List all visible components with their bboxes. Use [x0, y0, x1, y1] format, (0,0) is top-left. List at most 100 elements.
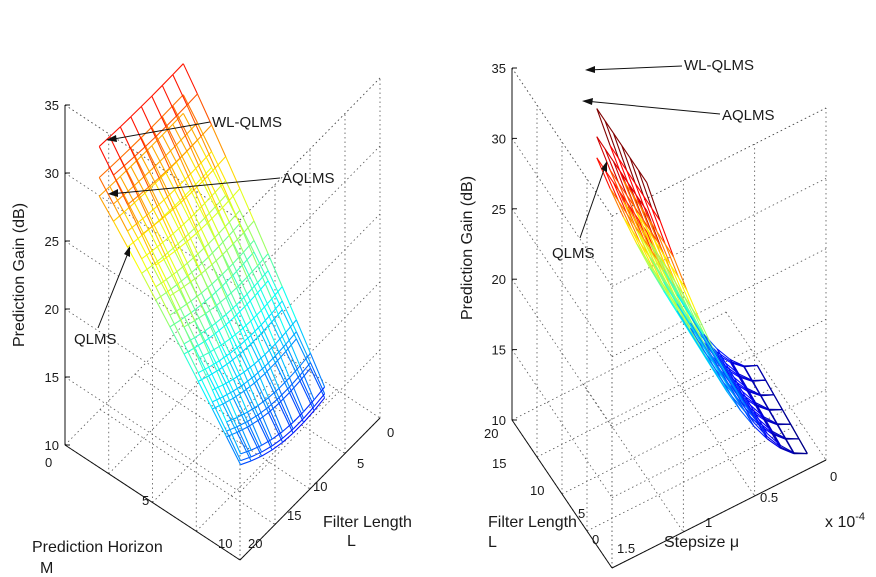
- left-wl-qlms-mesh-line: [200, 273, 217, 307]
- left-aqlms-mesh-line: [194, 330, 206, 339]
- left-wl-qlms-mesh-line: [207, 211, 220, 223]
- right-wl-qlms-mesh-line: [756, 365, 767, 381]
- right-qlms-mesh-line: [604, 169, 620, 202]
- left-aqlms-mesh-line: [190, 300, 206, 332]
- left-aqlms-mesh-line: [137, 222, 153, 252]
- right-wl-qlms-mesh-line: [760, 394, 770, 410]
- left-annotations: WL-QLMS AQLMS QLMS: [74, 114, 335, 348]
- left-qlms-mesh-line: [155, 299, 171, 328]
- left-wl-qlms-mesh-line: [253, 220, 269, 254]
- right-y-tick: 20: [484, 426, 498, 441]
- left-aqlms-mesh-line: [260, 324, 276, 357]
- left-aqlms-mesh-line: [295, 331, 311, 363]
- left-wl-qlms-mesh-line: [172, 74, 188, 106]
- right-aqlms-mesh-line: [731, 391, 741, 406]
- left-qlms-mesh-line: [211, 295, 227, 325]
- left-z-tick: 30: [45, 166, 59, 181]
- left-wl-qlms-mesh-line: [172, 199, 185, 210]
- right-qlms-mesh-line: [766, 438, 781, 449]
- left-qlms-mesh-line: [243, 391, 259, 421]
- right-aqlms-mesh-line: [763, 418, 778, 425]
- left-wl-qlms-mesh-line: [123, 165, 139, 197]
- right-qlms-mesh-line: [718, 378, 728, 393]
- left-aqlms-mesh-line: [253, 375, 269, 408]
- right-aqlms-mesh-line: [676, 303, 686, 318]
- right-aqlms-mesh-line: [723, 377, 733, 392]
- right-aqlms-mesh-line: [658, 270, 668, 285]
- right-qlms-mesh-line: [671, 303, 681, 318]
- left-wl-qlms-mesh-line: [193, 178, 206, 191]
- right-wl-qlms-mesh-line: [714, 356, 725, 372]
- left-qlms-mesh-line: [292, 422, 305, 434]
- left-wl-qlms-mesh-line: [134, 146, 146, 158]
- right-wl-qlms-mesh-line: [741, 390, 751, 406]
- right-aqlms-mesh-line: [631, 214, 641, 228]
- left-z-tick: 35: [45, 98, 59, 113]
- right-wl-qlms-mesh-line: [636, 212, 646, 227]
- right-aqlms-mesh-line: [714, 363, 725, 378]
- right-wl-qlms-mesh-line: [758, 419, 768, 434]
- left-aqlms-mesh-line: [161, 105, 174, 117]
- left-aqlms-mesh-line: [239, 210, 255, 241]
- right-aqlms-mesh-line: [683, 309, 693, 324]
- left-wl-qlms-mesh-line: [295, 319, 311, 354]
- left-qlms-mesh-line: [215, 333, 231, 363]
- right-wl-qlms-mesh-line: [604, 120, 620, 159]
- left-qlms-mesh-line: [253, 382, 269, 413]
- left-wl-qlms-mesh-line: [236, 276, 248, 289]
- right-qlms-mesh-line: [631, 229, 646, 258]
- right-z-axis-title: Prediction Gain (dB): [459, 176, 476, 320]
- left-aqlms-mesh-line: [200, 151, 212, 164]
- right-aqlms-mesh-line: [636, 230, 646, 244]
- right-wl-qlms-mesh-line: [644, 225, 655, 240]
- right-wl-qlms-mesh-line: [750, 405, 760, 420]
- right-wl-qlms-mesh-line: [730, 359, 740, 375]
- left-qlms-mesh-line: [242, 263, 259, 294]
- left-wl-qlms-mesh-line: [98, 146, 114, 176]
- left-wl-qlms-mesh-line: [212, 384, 224, 391]
- left-wl-qlms-mesh-line: [155, 257, 167, 266]
- left-qlms-mesh-line: [180, 312, 192, 321]
- left-z-axis-title: Prediction Gain (dB): [11, 203, 28, 347]
- left-aqlms-mesh-line: [186, 253, 199, 264]
- left-wl-qlms-mesh-line: [225, 156, 241, 189]
- left-aqlms-mesh-line: [222, 390, 234, 398]
- right-wl-qlms-mesh-line: [651, 208, 661, 222]
- left-qlms-mesh-line: [303, 410, 315, 423]
- left-wl-qlms-mesh-line: [197, 231, 213, 265]
- left-qlms-mesh-line: [197, 256, 209, 268]
- left-aqlms-mesh-line: [112, 203, 129, 232]
- right-wl-qlms-mesh-line: [731, 384, 741, 399]
- left-qlms-mesh-line: [208, 375, 224, 405]
- right-aqlms-mesh-line: [604, 148, 614, 162]
- right-wl-qlms-mesh-line: [679, 296, 690, 311]
- left-wl-qlms-mesh-line: [130, 106, 142, 118]
- left-qlms-mesh-line: [183, 347, 195, 355]
- left-qlms-mesh-line: [232, 274, 248, 305]
- right-qlms-mesh-line: [604, 169, 614, 183]
- left-wl-qlms-mesh-line: [133, 156, 150, 188]
- right-qlms-mesh-line: [648, 255, 663, 284]
- right-wl-qlms-mesh-line: [642, 195, 658, 232]
- left-aqlms-mesh-line: [180, 300, 192, 309]
- right-wl-qlms-mesh-line: [666, 268, 676, 283]
- left-wl-qlms-mesh-line: [176, 249, 192, 282]
- left-aqlms-mesh-line: [183, 337, 195, 345]
- left-aqlms-mesh-line: [274, 343, 287, 357]
- right-qlms-mesh-line: [639, 242, 650, 256]
- left-qlms-mesh-line: [257, 280, 269, 294]
- right-wl-qlms-mesh-line: [653, 238, 663, 253]
- right-aqlms-mesh-line: [653, 256, 668, 285]
- right-wl-qlms-mesh-line: [711, 347, 721, 363]
- left-aqlms-mesh-line: [211, 151, 227, 182]
- left-wl-qlms-mesh-line: [243, 372, 259, 406]
- right-wl-qlms-mesh-line: [636, 212, 651, 244]
- left-qlms-mesh-line: [190, 304, 202, 314]
- left-wl-qlms-mesh-line: [207, 221, 223, 256]
- right-wl-qlms-mesh-line: [730, 359, 745, 367]
- left-wl-qlms-mesh-line: [285, 332, 301, 367]
- left-qlms-mesh-line: [134, 192, 146, 204]
- right-aqlms-mesh-line: [753, 422, 768, 437]
- right-annotation-qlms: QLMS: [552, 245, 595, 262]
